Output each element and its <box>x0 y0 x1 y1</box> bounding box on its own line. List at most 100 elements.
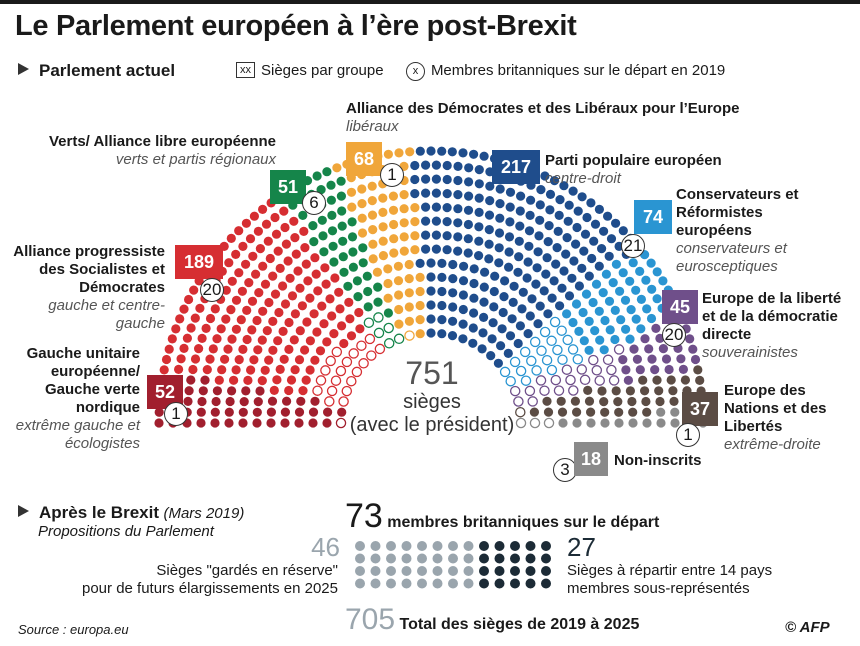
seat-gue <box>238 407 248 417</box>
seat-efdd <box>688 344 698 354</box>
seat-ppe <box>453 246 463 256</box>
seat-ecr <box>621 324 631 334</box>
seat-alde <box>357 228 368 238</box>
seat-ppe <box>463 219 473 230</box>
seat-ni <box>642 418 652 428</box>
reserve-seat <box>370 541 381 551</box>
seat-alde <box>367 196 377 206</box>
seat-ppe <box>437 146 447 156</box>
seat-sd <box>275 263 285 273</box>
uk-seat-efdd <box>550 374 562 386</box>
seat-ppe <box>552 243 562 253</box>
seat-sd <box>194 344 204 354</box>
seat-ppe <box>484 239 494 249</box>
seat-ppe <box>442 189 452 199</box>
seat-ppe <box>431 244 441 254</box>
seat-ppe <box>545 189 556 199</box>
uk-seat-efdd <box>608 375 620 386</box>
seat-gue <box>337 407 347 417</box>
seat-ppe <box>579 246 589 256</box>
seat-ppe <box>555 195 565 205</box>
seat-ppe <box>567 273 577 283</box>
seat-sd <box>312 327 322 337</box>
seat-sd <box>354 307 364 318</box>
label-efdd: Europe de la liberté et de la démocratie… <box>702 290 842 361</box>
seat-ppe <box>504 232 515 242</box>
seat-ecr <box>636 294 647 304</box>
seat-verts <box>347 232 358 242</box>
seat-ppe <box>541 269 551 279</box>
uk-seat-efdd <box>524 385 536 397</box>
seat-enl <box>625 386 636 396</box>
seat-enl <box>628 407 638 417</box>
seat-sd <box>252 315 262 326</box>
seat-alde <box>394 319 404 329</box>
seat-alde <box>346 187 357 197</box>
seat-sd <box>302 317 312 327</box>
seat-alde <box>378 236 388 246</box>
redistribute-seat <box>479 578 489 589</box>
seat-sd <box>234 268 244 278</box>
seat-sd <box>275 364 285 374</box>
seat-sd <box>271 229 282 239</box>
seat-gue <box>308 418 318 428</box>
seat-enl <box>597 386 607 396</box>
seat-ecr <box>600 315 610 326</box>
seat-enl <box>693 365 703 375</box>
uk-seat-ecr <box>526 355 537 367</box>
seat-ppe <box>485 196 495 206</box>
seat-alde <box>383 293 393 303</box>
seat-efdd <box>644 344 654 354</box>
seat-sd <box>268 316 278 326</box>
seat-ecr <box>574 326 584 336</box>
seat-verts <box>338 236 348 246</box>
uk-seat-ecr <box>499 366 511 378</box>
seat-verts <box>309 237 319 247</box>
seat-ppe <box>523 329 533 339</box>
seat-sd <box>238 344 248 354</box>
seat-sd <box>284 385 294 396</box>
seat-ppe <box>557 283 567 293</box>
seat-efdd <box>676 354 686 364</box>
seat-ppe <box>543 309 553 319</box>
label-alde: Alliance des Démocrates et des Libéraux … <box>346 100 740 135</box>
seat-sd <box>190 313 200 323</box>
seat-alde <box>393 261 403 271</box>
triangle-icon <box>18 505 29 517</box>
seat-ecr <box>601 269 612 279</box>
seat-sd <box>247 296 258 306</box>
uk-seat-efdd <box>602 354 614 366</box>
seat-verts <box>363 302 373 312</box>
seat-alde <box>404 274 414 284</box>
seat-gue <box>323 407 333 417</box>
seat-sd <box>273 336 283 346</box>
seat-ppe <box>574 281 585 291</box>
seat-ecr <box>605 325 615 335</box>
label-ni: Non-inscrits <box>614 452 702 469</box>
current-parliament-heading: Parlement actuel <box>18 61 175 81</box>
seat-verts <box>328 241 338 251</box>
seat-sd <box>249 355 259 365</box>
seat-gue <box>252 418 262 428</box>
seat-ppe <box>513 338 523 349</box>
uk-seat-sd <box>326 385 338 397</box>
seat-ppe <box>522 273 532 283</box>
seat-verts <box>327 210 337 220</box>
uk-seat-ecr <box>531 365 542 376</box>
seat-ppe <box>464 177 474 187</box>
seat-ppe <box>505 187 516 197</box>
seat-efdd <box>632 354 643 364</box>
uk-seat-ecr <box>562 334 573 346</box>
seat-sd <box>220 354 230 364</box>
legend-seats-label: Sièges par groupe <box>261 62 384 79</box>
seat-alde <box>368 225 378 235</box>
seat-ni <box>614 418 624 428</box>
seat-ppe <box>553 226 563 236</box>
seat-verts <box>326 180 336 190</box>
reserve-seat <box>417 553 427 564</box>
seat-ppe <box>561 249 571 259</box>
seat-ppe <box>577 192 587 202</box>
seat-ppe <box>474 251 484 261</box>
seat-ecr <box>631 285 641 295</box>
reserve-seat <box>370 566 381 576</box>
